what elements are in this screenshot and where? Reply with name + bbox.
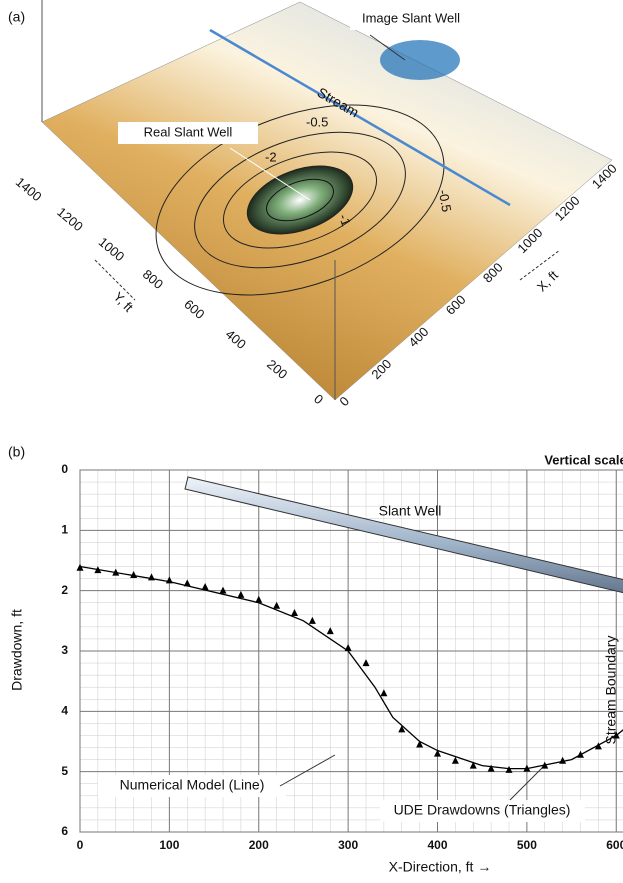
- x-tick-label: 300: [338, 838, 358, 852]
- y-tick-label: 400: [223, 326, 249, 351]
- y-tick-label: 3: [61, 643, 68, 657]
- triangle-marker: [255, 595, 263, 603]
- triangle-marker: [487, 764, 495, 772]
- triangle-marker: [559, 756, 567, 764]
- x-tick-label: 0: [77, 838, 84, 852]
- y-tick-label: 4: [61, 704, 68, 718]
- triangle-marker: [505, 765, 513, 773]
- triangle-marker: [469, 761, 477, 769]
- y-tick-label: 800: [140, 266, 166, 291]
- x-tick-label: 500: [517, 838, 537, 852]
- x-tick-label: 600: [606, 838, 623, 852]
- x-tick-label: 0: [336, 393, 352, 409]
- y-tick-label: 1000: [96, 234, 128, 264]
- triangle-marker: [148, 573, 155, 581]
- triangle-marker: [291, 608, 298, 616]
- triangle-marker: [273, 601, 281, 609]
- x-tick-label: 100: [159, 838, 179, 852]
- triangle-marker: [112, 568, 120, 576]
- x-tick-label: 400: [427, 838, 447, 852]
- annotation: Real Slant Well: [144, 124, 233, 139]
- y-tick-label: 6: [61, 824, 68, 838]
- axis-title: X, ft: [534, 267, 561, 294]
- contour-label: -2: [265, 149, 277, 164]
- note: Vertical scale exaggerated for slant wel…: [544, 452, 623, 467]
- triangle-marker: [219, 586, 227, 594]
- y-tick-label: 1400: [13, 174, 45, 204]
- triangle-marker: [416, 740, 424, 748]
- annotation: UDE Drawdowns (Triangles): [394, 802, 571, 818]
- panel-label: (a): [8, 9, 25, 25]
- triangle-marker: [76, 563, 84, 571]
- contour-label: -1: [336, 212, 354, 228]
- axis-title: Y, ft: [110, 289, 136, 315]
- triangle-marker: [201, 583, 209, 591]
- y-tick-label: 5: [61, 764, 68, 778]
- triangle-marker: [308, 616, 316, 624]
- triangle-marker: [577, 750, 584, 758]
- triangle-marker: [94, 566, 102, 574]
- triangle-marker: [434, 749, 441, 757]
- triangle-marker: [362, 659, 370, 667]
- triangle-marker: [523, 764, 531, 772]
- triangle-marker: [594, 742, 602, 750]
- triangle-marker: [237, 590, 245, 598]
- y-tick-label: 1200: [54, 204, 86, 234]
- axis-title: X-Direction, ft →: [389, 859, 492, 875]
- triangle-marker: [130, 570, 138, 578]
- y-tick-label: 0: [61, 462, 68, 476]
- annotation: Slant Well: [379, 503, 442, 519]
- y-tick-label: 200: [264, 356, 290, 381]
- y-tick-label: 600: [181, 296, 207, 321]
- y-tick-label: 1: [61, 523, 68, 537]
- triangle-marker: [541, 761, 549, 769]
- triangle-marker: [398, 725, 406, 733]
- contour-label: -0.5: [306, 114, 328, 129]
- triangle-marker: [451, 756, 459, 764]
- triangle-marker: [612, 731, 620, 739]
- triangle-marker: [183, 579, 191, 587]
- x-tick-label: 200: [249, 838, 269, 852]
- annotation: Numerical Model (Line): [120, 777, 265, 793]
- annotation: Stream Boundary: [603, 636, 619, 745]
- triangle-marker: [326, 627, 334, 635]
- triangle-marker: [344, 643, 352, 651]
- panel-label: (b): [8, 444, 25, 460]
- triangle-marker: [165, 576, 173, 584]
- surface-3d: [41, 0, 613, 401]
- axis-title: Drawdown, ft: [9, 609, 25, 691]
- annotation: Image Slant Well: [362, 10, 460, 25]
- y-tick-label: 0: [311, 391, 326, 407]
- slant-well: [184, 476, 623, 594]
- contour-label: -0.5: [436, 189, 455, 214]
- y-tick-label: 2: [61, 583, 68, 597]
- triangle-marker: [380, 689, 388, 697]
